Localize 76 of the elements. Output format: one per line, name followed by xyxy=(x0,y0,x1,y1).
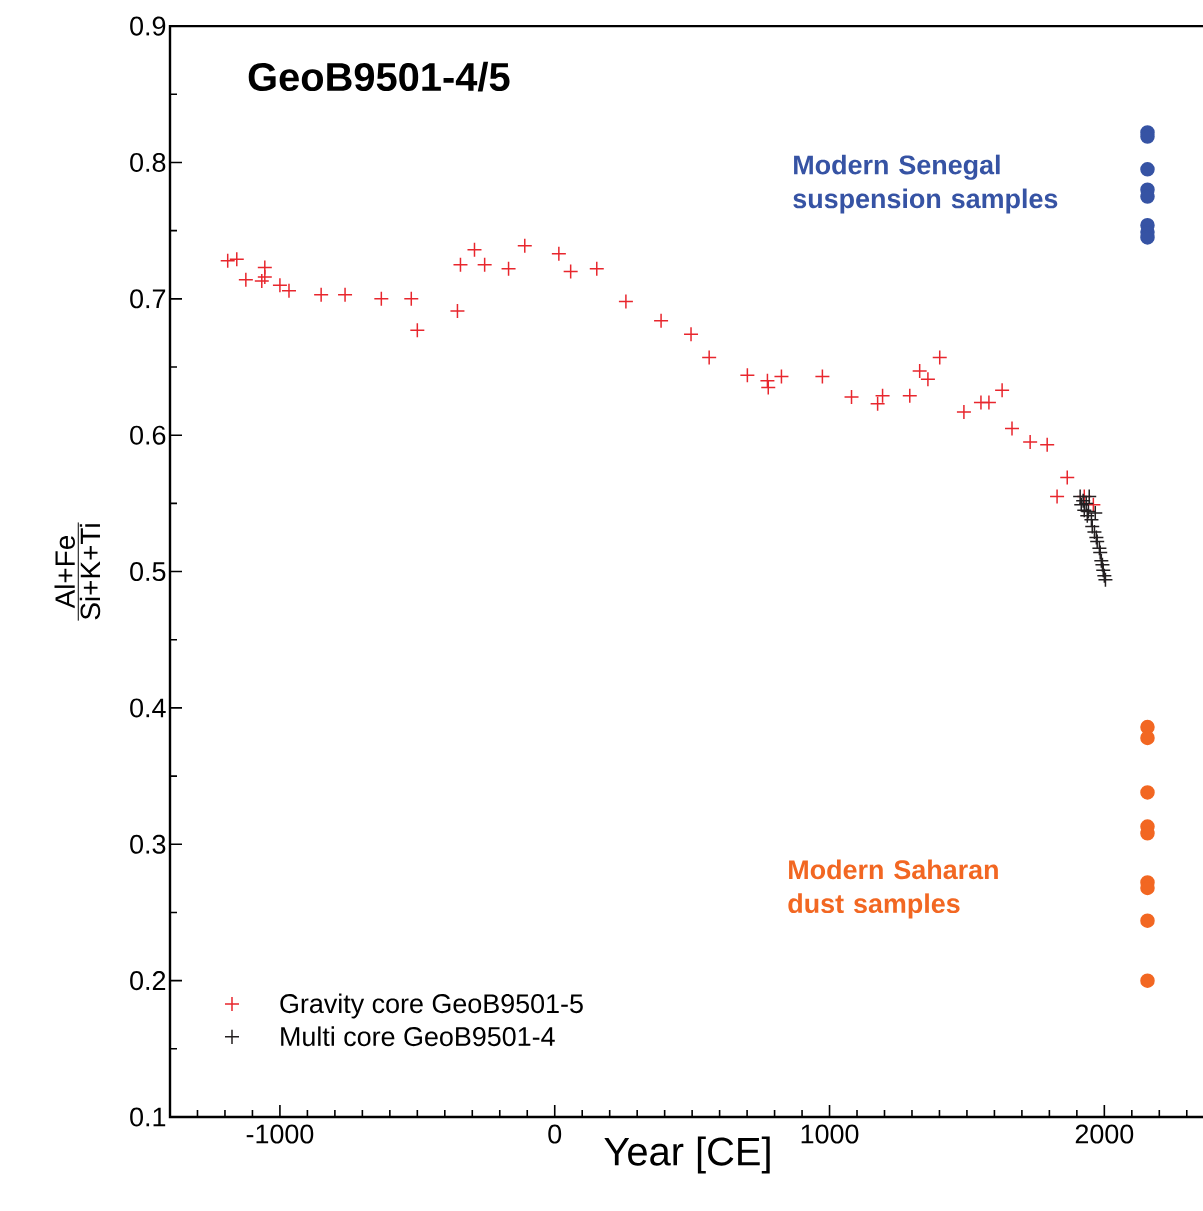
point xyxy=(1084,518,1100,535)
point xyxy=(1086,524,1103,540)
point xyxy=(773,368,790,385)
point xyxy=(760,379,776,396)
y-tick-label: 0.7 xyxy=(130,289,166,309)
point xyxy=(683,326,699,343)
point xyxy=(476,256,493,273)
point xyxy=(931,349,948,366)
point xyxy=(257,269,273,285)
point xyxy=(1140,730,1155,746)
text: Modern Saharan dust samples xyxy=(788,859,998,919)
point xyxy=(466,241,483,258)
y-axis-title: $\frac{\text{Al+Fe}}{\text{Si+K+Ti}}$ xyxy=(54,522,101,621)
point xyxy=(229,251,245,268)
point xyxy=(1140,162,1155,177)
point xyxy=(874,387,891,404)
point xyxy=(219,252,236,269)
point xyxy=(313,286,329,303)
point xyxy=(337,286,353,303)
point xyxy=(1096,567,1113,584)
point xyxy=(759,372,776,389)
point xyxy=(449,303,466,319)
y-tick-label: 0.9 xyxy=(130,16,166,36)
legend-label: Gravity core GeoB9501-5 xyxy=(280,993,583,1019)
y-tick-label: 0.8 xyxy=(130,152,166,172)
point xyxy=(500,261,517,277)
point xyxy=(562,263,579,280)
point xyxy=(902,387,918,404)
point xyxy=(551,246,567,262)
y-tick-label: 0.4 xyxy=(130,698,166,718)
point xyxy=(403,291,420,307)
x-tick-label: -1000 xyxy=(246,1124,314,1144)
point xyxy=(1089,533,1105,550)
point xyxy=(409,322,426,338)
y-tick-label: 0.2 xyxy=(130,971,166,991)
y-tick-label: 0.6 xyxy=(130,425,166,445)
point xyxy=(994,382,1010,398)
point xyxy=(1059,469,1075,486)
point xyxy=(1079,507,1096,524)
point xyxy=(956,404,972,420)
point xyxy=(1093,552,1110,569)
point xyxy=(1092,544,1108,561)
legend-label: Multi core GeoB9501-4 xyxy=(281,1026,555,1047)
point xyxy=(1140,973,1155,988)
point xyxy=(452,256,469,273)
y-tick-label: 0.3 xyxy=(130,834,166,854)
point xyxy=(1081,488,1097,505)
point xyxy=(701,349,717,366)
point xyxy=(1049,488,1065,505)
x-tick-label: 2000 xyxy=(1075,1124,1134,1144)
point xyxy=(653,312,669,329)
point xyxy=(843,389,860,405)
point xyxy=(814,368,831,385)
x-tick-label: 0 xyxy=(548,1124,562,1144)
point xyxy=(981,394,997,411)
point xyxy=(618,293,634,310)
y-tick-label: 0.5 xyxy=(130,562,166,582)
point xyxy=(1095,562,1111,578)
point xyxy=(1140,785,1155,800)
point xyxy=(589,261,605,277)
point xyxy=(373,291,390,307)
point xyxy=(1004,420,1020,437)
x-axis-title: Year [CE] xyxy=(604,1136,770,1174)
point xyxy=(238,271,254,288)
text: Modern Senegal suspension samples xyxy=(793,154,1058,214)
y-tick-label: 0.1 xyxy=(130,1107,166,1127)
text: GeoB9501-4/5 xyxy=(248,61,510,92)
point xyxy=(1140,913,1155,928)
x-tick-label: 1000 xyxy=(801,1124,859,1144)
point xyxy=(739,367,756,383)
point xyxy=(1097,571,1114,588)
point xyxy=(254,273,270,289)
point xyxy=(517,237,533,254)
point xyxy=(1022,434,1038,450)
point xyxy=(869,396,886,412)
point xyxy=(1039,436,1055,453)
